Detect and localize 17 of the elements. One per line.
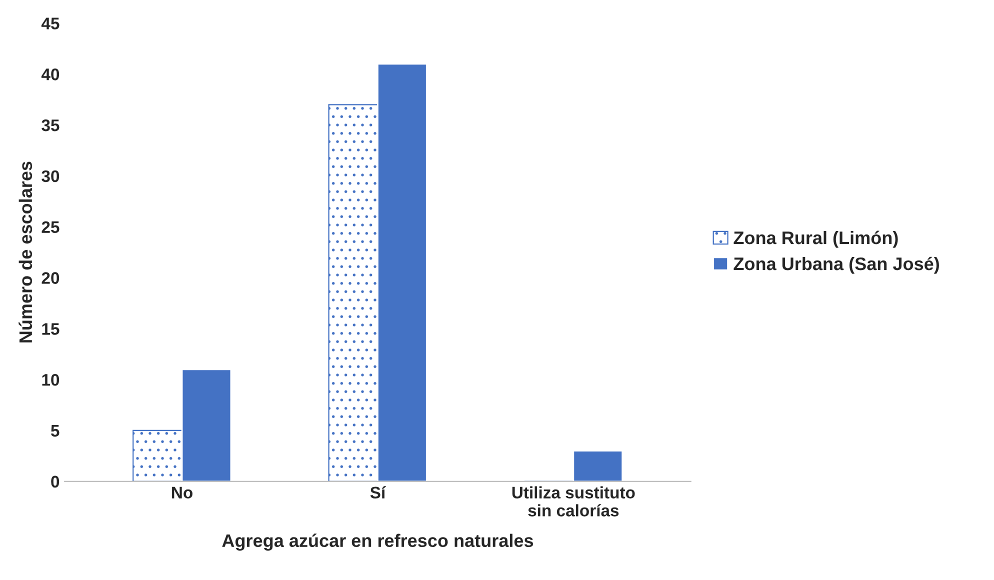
legend-label: Zona Rural (Limón) (734, 230, 898, 248)
y-tick-label: 40 (41, 68, 60, 80)
y-tick-label: 35 (42, 119, 60, 132)
y-tick-label: 15 (42, 323, 60, 335)
y-tick-label: 30 (42, 170, 60, 182)
legend-label: Zona Urbana (San José) (734, 256, 939, 274)
x-tick-label: Utiliza sustituto sin calorías (512, 486, 635, 516)
y-tick-label: 25 (42, 221, 60, 234)
y-axis-title: Número de escolares (18, 162, 32, 342)
y-tick-label: 10 (42, 374, 60, 386)
y-tick-label: 45 (41, 18, 60, 30)
y-tick-label: 0 (51, 476, 60, 488)
y-tick-label: 20 (42, 272, 60, 284)
x-axis-title: Agrega azúcar en refresco naturales (222, 534, 534, 551)
x-tick-label: No (172, 486, 192, 499)
y-tick-label: 5 (50, 425, 60, 437)
x-tick-label: Sí (370, 486, 386, 499)
